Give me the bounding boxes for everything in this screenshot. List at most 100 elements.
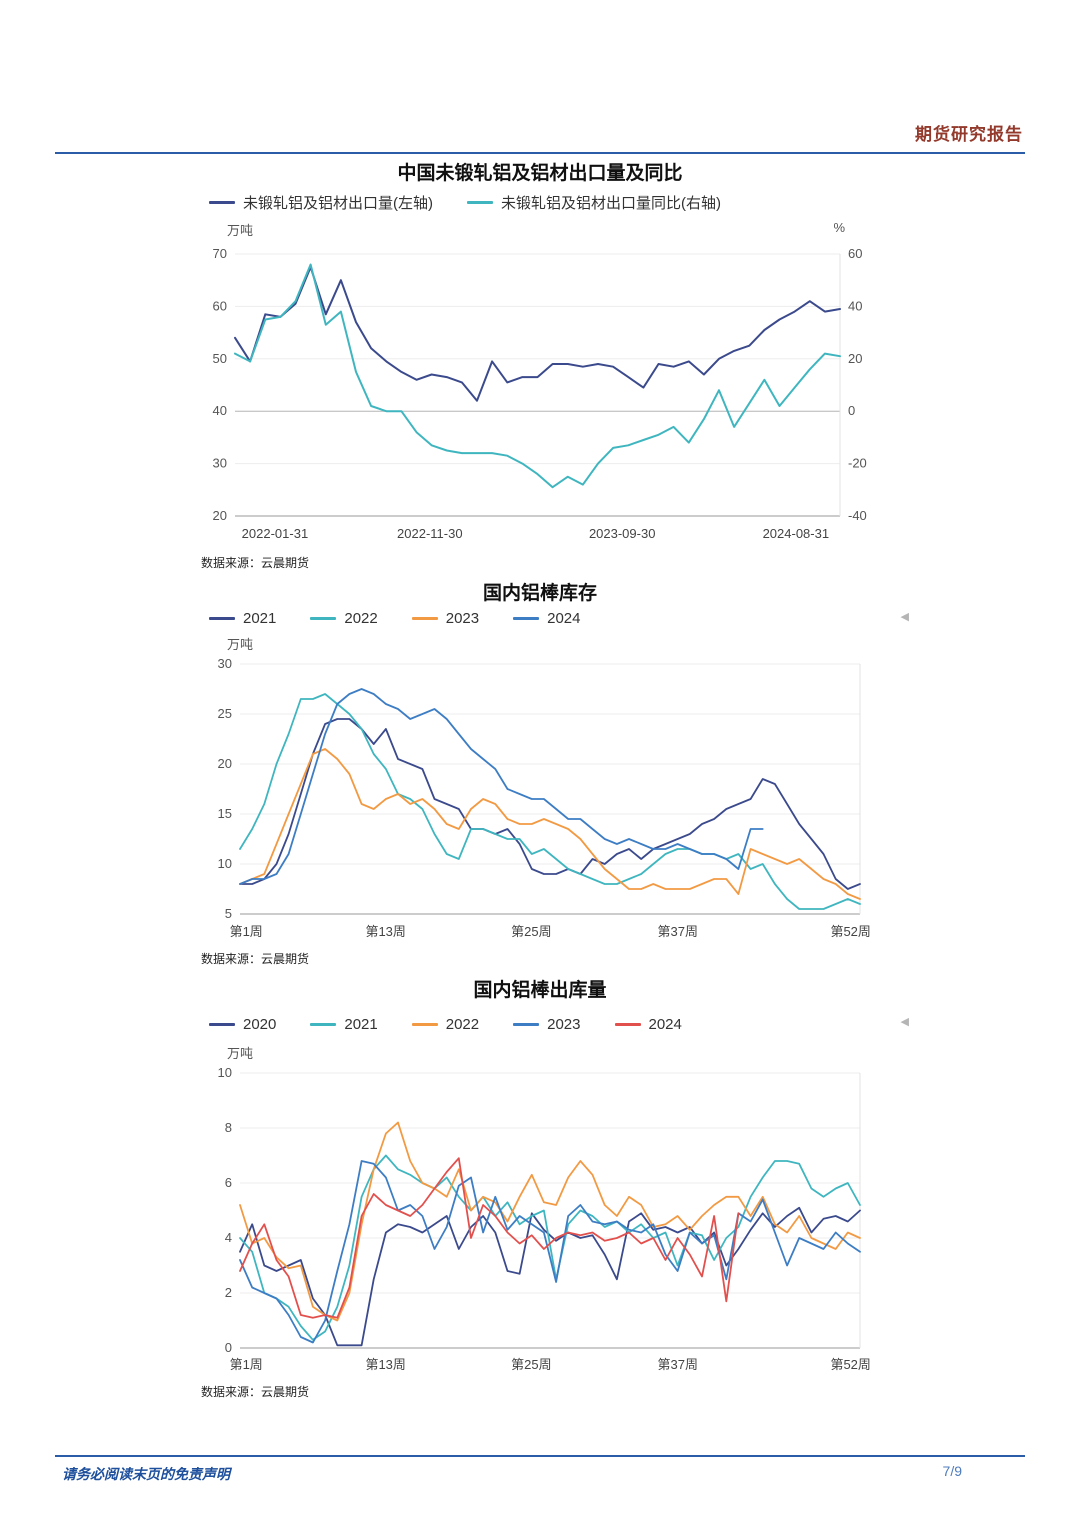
right-axis-tick-label: -40 bbox=[848, 508, 867, 523]
y-axis-tick-label: 25 bbox=[218, 706, 232, 721]
x-axis-tick-label: 第13周 bbox=[365, 924, 405, 939]
legend-item: 2023 bbox=[411, 609, 480, 627]
x-axis-tick-label: 2022-01-31 bbox=[242, 526, 308, 541]
y-axis-tick-label: 0 bbox=[225, 1340, 232, 1355]
legend-label: 2021 bbox=[344, 1015, 378, 1033]
y-axis-tick-label: 4 bbox=[225, 1230, 232, 1245]
bar-outbound-chart-section: 国内铝棒出库量 2020 2021 2022 2023 2024 ◀ 万吨 0 2 4 6 8 10… bbox=[195, 975, 909, 1400]
x-axis-tick-label: 第37周 bbox=[657, 1357, 697, 1372]
left-axis-unit-label: 万吨 bbox=[227, 1046, 254, 1061]
legend-item: 2023 bbox=[513, 1015, 581, 1033]
legend-label: 2024 bbox=[547, 609, 581, 627]
right-axis-tick-label: -20 bbox=[848, 456, 867, 471]
y-axis-tick-label: 60 bbox=[213, 298, 227, 313]
series-line-未锻轧铝及铝材出口量(左轴) bbox=[234, 266, 841, 402]
x-axis-tick-label: 第1周 bbox=[230, 1357, 263, 1372]
chart-legend: 2020 2021 2022 2023 2024 ◀ bbox=[195, 1013, 909, 1035]
chart-title: 中国未锻轧铝及铝材出口量及同比 bbox=[397, 163, 683, 184]
legend-label: 2024 bbox=[648, 1015, 682, 1033]
legend-line-swatch bbox=[310, 616, 337, 620]
y-axis-tick-label: 30 bbox=[218, 656, 232, 671]
legend-item: 2022 bbox=[411, 1016, 479, 1033]
page-number: 7/9 bbox=[942, 1463, 962, 1479]
series-line-2022 bbox=[239, 693, 861, 910]
series-line-2023 bbox=[239, 748, 861, 900]
legend-item: 2021 bbox=[209, 610, 276, 627]
legend-item: 2020 bbox=[209, 1016, 276, 1033]
data-source-note: 数据来源：云晨期货 bbox=[201, 952, 310, 966]
series-line-2024 bbox=[239, 688, 764, 885]
footer-disclaimer: 请务必阅读末页的免责声明 bbox=[62, 1468, 230, 1483]
x-axis-tick-label: 第25周 bbox=[511, 924, 551, 939]
legend-line-swatch bbox=[513, 616, 540, 620]
y-axis-tick-label: 30 bbox=[213, 456, 227, 471]
legend-item: 2024 bbox=[614, 1015, 682, 1033]
export-volume-chart-section: 中国未锻轧铝及铝材出口量及同比 未锻轧铝及铝材出口量(左轴) 未锻轧铝及铝材出口量… bbox=[195, 158, 885, 571]
legend-label: 2021 bbox=[243, 609, 277, 627]
series-line-2022 bbox=[239, 1121, 861, 1322]
y-axis-tick-label: 10 bbox=[218, 1065, 232, 1080]
y-axis-tick-label: 40 bbox=[213, 403, 227, 418]
y-axis-tick-label: 50 bbox=[213, 351, 227, 366]
right-axis-tick-label: 60 bbox=[848, 246, 862, 261]
legend-line-swatch bbox=[209, 616, 235, 620]
legend-scroll-left-icon: ◀ bbox=[900, 1016, 909, 1028]
y-axis-tick-label: 2 bbox=[225, 1285, 232, 1300]
bar-inventory-chart-canvas: 5 10 15 20 25 30 第1周 第13周 第25周 第37周 第52周 bbox=[218, 656, 871, 939]
legend-label: 2022 bbox=[344, 609, 378, 627]
legend-label: 未锻轧铝及铝材出口量(左轴) bbox=[243, 194, 433, 212]
legend-line-swatch bbox=[614, 1022, 641, 1026]
y-axis-tick-label: 5 bbox=[225, 906, 232, 921]
legend-item: 2021 bbox=[310, 1015, 378, 1033]
series-line-2023 bbox=[239, 1160, 861, 1344]
x-axis-tick-label: 2024-08-31 bbox=[763, 526, 830, 541]
y-axis-tick-label: 10 bbox=[218, 856, 232, 871]
legend-item: 2024 bbox=[513, 609, 581, 627]
chart-legend: 未锻轧铝及铝材出口量(左轴) 未锻轧铝及铝材出口量同比(右轴) bbox=[195, 192, 885, 212]
data-source-note: 数据来源：云晨期货 bbox=[201, 1385, 310, 1399]
report-header-title: 期货研究报告 bbox=[915, 125, 1023, 144]
right-axis-unit-label: % bbox=[833, 220, 845, 235]
y-axis-tick-label: 70 bbox=[213, 246, 227, 261]
legend-line-swatch bbox=[411, 616, 438, 620]
footer-divider bbox=[55, 1455, 1025, 1457]
left-axis-unit-label: 万吨 bbox=[227, 223, 254, 238]
x-axis-tick-label: 第37周 bbox=[657, 924, 697, 939]
legend-line-swatch bbox=[209, 1022, 235, 1026]
series-line-2021 bbox=[239, 718, 861, 890]
legend-line-swatch bbox=[513, 1022, 540, 1026]
legend-line-swatch bbox=[467, 200, 493, 204]
data-source-note: 数据来源：云晨期货 bbox=[201, 556, 310, 570]
x-axis-tick-label: 第52周 bbox=[830, 924, 870, 939]
legend-line-swatch bbox=[209, 200, 235, 204]
legend-line-swatch bbox=[411, 1022, 438, 1026]
right-axis-tick-label: 0 bbox=[848, 403, 855, 418]
legend-item: 2022 bbox=[310, 609, 378, 627]
series-line-2020 bbox=[239, 1206, 861, 1347]
legend-item: 未锻轧铝及铝材出口量同比(右轴) bbox=[467, 192, 721, 213]
x-axis-tick-label: 2022-11-30 bbox=[397, 526, 463, 541]
x-axis-tick-label: 第25周 bbox=[511, 1357, 551, 1372]
legend-item: 未锻轧铝及铝材出口量(左轴) bbox=[209, 192, 433, 213]
chart-title: 国内铝棒库存 bbox=[482, 583, 597, 604]
x-axis-tick-label: 2023-09-30 bbox=[589, 526, 656, 541]
left-axis-unit-label: 万吨 bbox=[227, 637, 254, 652]
x-axis-tick-label: 第13周 bbox=[365, 1357, 405, 1372]
right-axis-tick-label: 40 bbox=[848, 298, 862, 313]
chart-title: 国内铝棒出库量 bbox=[473, 980, 607, 1001]
series-line-2021 bbox=[239, 1154, 861, 1341]
right-axis-tick-label: 20 bbox=[848, 351, 862, 366]
x-axis-tick-label: 第52周 bbox=[830, 1357, 870, 1372]
y-axis-tick-label: 20 bbox=[213, 508, 227, 523]
y-axis-tick-label: 20 bbox=[218, 756, 232, 771]
legend-label: 2023 bbox=[547, 1015, 581, 1033]
legend-label: 未锻轧铝及铝材出口量同比(右轴) bbox=[501, 194, 721, 212]
series-line-未锻轧铝及铝材出口量同比(右轴) bbox=[234, 263, 841, 489]
bar-inventory-chart-section: 国内铝棒库存 2021 2022 2023 2024 ◀ 万吨 5 10 15 20 25 30 第… bbox=[195, 578, 909, 967]
chart-legend: 2021 2022 2023 2024 ◀ bbox=[195, 608, 909, 628]
legend-label: 2020 bbox=[243, 1015, 277, 1033]
y-axis-tick-label: 8 bbox=[225, 1120, 232, 1135]
legend-label: 2023 bbox=[445, 609, 480, 627]
x-axis-tick-label: 第1周 bbox=[230, 924, 263, 939]
